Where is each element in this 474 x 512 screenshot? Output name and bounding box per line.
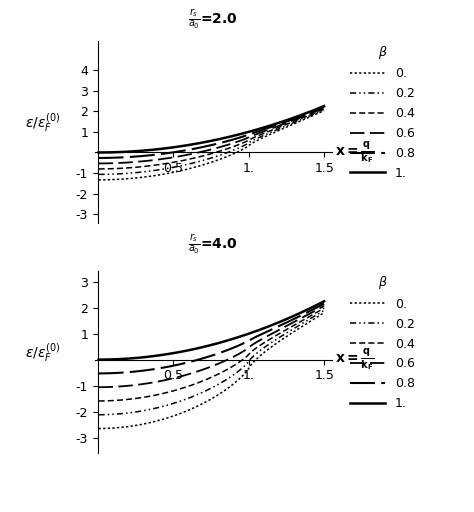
Text: $\frac{r_s}{a_0}$=4.0: $\frac{r_s}{a_0}$=4.0 (188, 232, 238, 256)
Text: $\mathbf{x=\frac{q}{k_F}}$: $\mathbf{x=\frac{q}{k_F}}$ (335, 347, 374, 373)
Text: $\mathbf{x=\frac{q}{k_F}}$: $\mathbf{x=\frac{q}{k_F}}$ (335, 139, 374, 165)
Text: $\epsilon/\epsilon_F^{(0)}$: $\epsilon/\epsilon_F^{(0)}$ (25, 342, 60, 365)
Text: $\epsilon/\epsilon_F^{(0)}$: $\epsilon/\epsilon_F^{(0)}$ (25, 112, 60, 134)
Legend: 0., 0.2, 0.4, 0.6, 0.8, 1.: 0., 0.2, 0.4, 0.6, 0.8, 1. (350, 44, 415, 180)
Text: $\frac{r_s}{a_0}$=2.0: $\frac{r_s}{a_0}$=2.0 (188, 7, 238, 31)
Legend: 0., 0.2, 0.4, 0.6, 0.8, 1.: 0., 0.2, 0.4, 0.6, 0.8, 1. (350, 274, 415, 410)
